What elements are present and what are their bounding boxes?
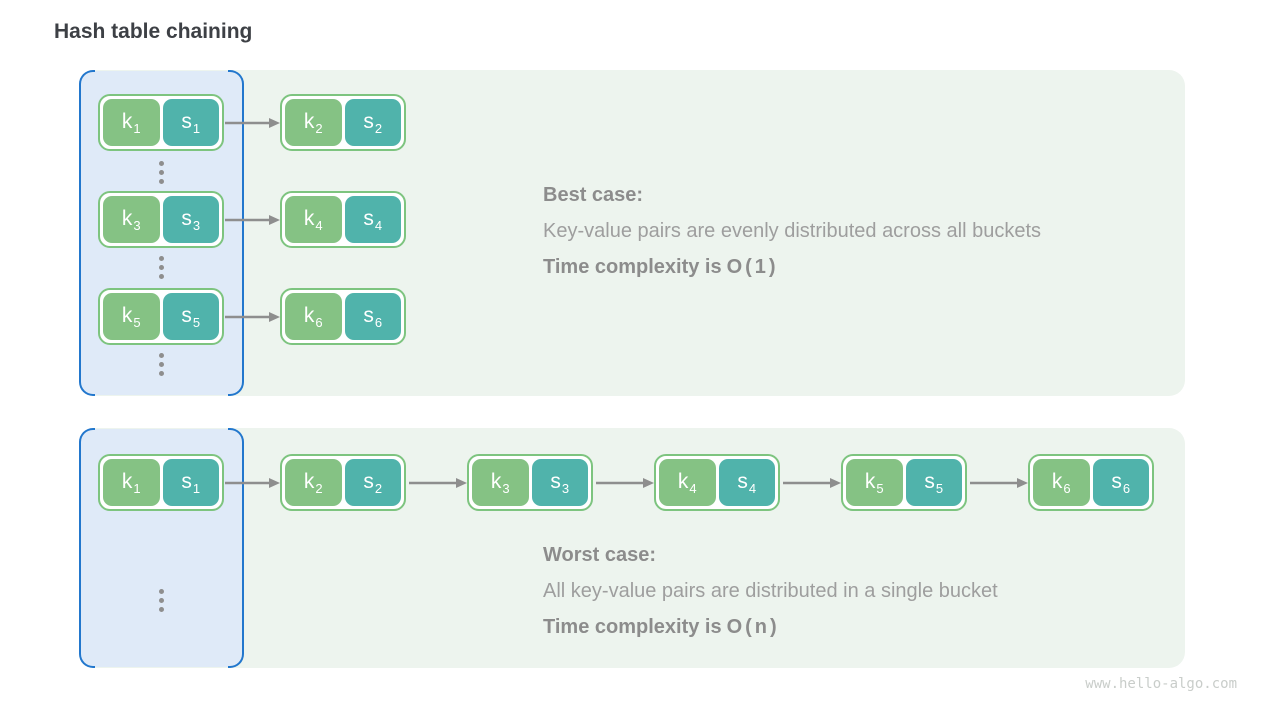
value-box: s5: [162, 293, 219, 340]
arrow-right-icon: [596, 478, 654, 488]
key-box: k3: [472, 459, 529, 506]
pair-k2s2: k2 s2: [280, 94, 406, 151]
key-box: k5: [103, 293, 160, 340]
pair-k5s5: k5 s5: [841, 454, 967, 511]
arrow-right-icon: [409, 478, 467, 488]
best-case-heading: Best case:: [543, 184, 644, 206]
arrow-right-icon: [783, 478, 841, 488]
pair-k1s1: k1 s1: [98, 454, 224, 511]
value-box: s2: [344, 99, 401, 146]
key-box: k2: [285, 459, 342, 506]
key-box: k6: [285, 293, 342, 340]
pair-k6s6: k6 s6: [1028, 454, 1154, 511]
big-o-notation: O(n): [726, 616, 780, 638]
pair-k6s6: k6 s6: [280, 288, 406, 345]
key-box: k2: [285, 99, 342, 146]
pair-k3s3: k3 s3: [467, 454, 593, 511]
bucket-bracket-right: [228, 428, 244, 668]
watermark: www.hello-algo.com: [1085, 676, 1237, 692]
value-box: s5: [905, 459, 962, 506]
key-box: k1: [103, 459, 160, 506]
ellipsis-icon: [159, 256, 164, 279]
pair-k3s3: k3 s3: [98, 191, 224, 248]
key-box: k1: [103, 99, 160, 146]
pair-k5s5: k5 s5: [98, 288, 224, 345]
best-case-complexity: Time complexity is O(1): [543, 256, 779, 278]
key-box: k3: [103, 196, 160, 243]
ellipsis-icon: [159, 353, 164, 376]
arrow-right-icon: [225, 118, 280, 128]
value-box: s4: [344, 196, 401, 243]
worst-case-heading: Worst case:: [543, 544, 657, 566]
value-box: s2: [344, 459, 401, 506]
value-box: s6: [344, 293, 401, 340]
key-box: k4: [285, 196, 342, 243]
value-box: s6: [1092, 459, 1149, 506]
best-case-description: Key-value pairs are evenly distributed a…: [543, 220, 1042, 242]
arrow-right-icon: [970, 478, 1028, 488]
worst-case-panel: [79, 428, 1185, 668]
arrow-right-icon: [225, 312, 280, 322]
arrow-right-icon: [225, 215, 280, 225]
worst-case-description: All key-value pairs are distributed in a…: [543, 580, 998, 602]
key-box: k6: [1033, 459, 1090, 506]
value-box: s4: [718, 459, 775, 506]
best-case-panel: [79, 70, 1185, 396]
page-title: Hash table chaining: [54, 20, 253, 43]
ellipsis-icon: [159, 161, 164, 184]
arrow-right-icon: [225, 478, 280, 488]
pair-k4s4: k4 s4: [280, 191, 406, 248]
big-o-notation: O(1): [726, 256, 779, 278]
value-box: s1: [162, 99, 219, 146]
key-box: k5: [846, 459, 903, 506]
key-box: k4: [659, 459, 716, 506]
pair-k1s1: k1 s1: [98, 94, 224, 151]
value-box: s1: [162, 459, 219, 506]
worst-case-complexity: Time complexity is O(n): [543, 616, 780, 638]
bucket-bracket-left: [79, 428, 95, 668]
value-box: s3: [531, 459, 588, 506]
pair-k4s4: k4 s4: [654, 454, 780, 511]
value-box: s3: [162, 196, 219, 243]
ellipsis-icon: [159, 589, 164, 612]
bucket-bracket-left: [79, 70, 95, 396]
pair-k2s2: k2 s2: [280, 454, 406, 511]
